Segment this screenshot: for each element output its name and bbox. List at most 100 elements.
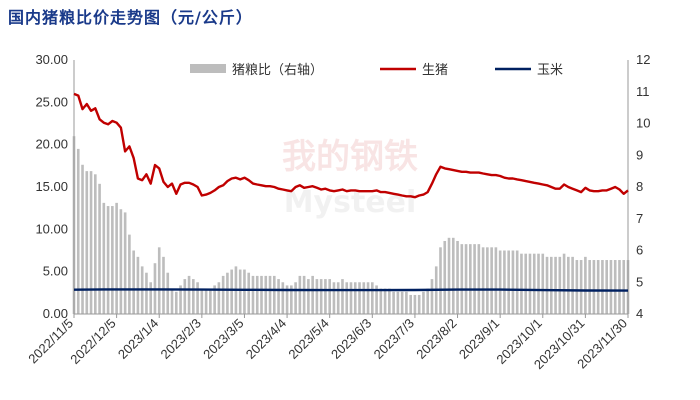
ratio-bar [157, 247, 161, 314]
ratio-bar [498, 250, 502, 314]
legend-label: 生猪 [422, 63, 448, 78]
ratio-bar [605, 260, 609, 314]
ratio-bar [379, 288, 383, 314]
left-axis-tick-label: 15.00 [35, 179, 68, 194]
ratio-bar [132, 250, 135, 314]
right-axis-tick-label: 10 [636, 116, 650, 131]
ratio-bar [353, 282, 357, 314]
ratio-bar [119, 209, 123, 314]
ratio-bar [123, 212, 127, 314]
ratio-bar [294, 282, 297, 314]
ratio-bar [213, 285, 216, 314]
ratio-bar [251, 275, 255, 314]
ratio-bar [447, 237, 451, 314]
ratio-bar [579, 260, 583, 314]
ratio-bar [196, 282, 199, 314]
ratio-bar [179, 285, 182, 314]
ratio-bar [76, 148, 80, 314]
ratio-bar [596, 260, 600, 314]
ratio-bar [584, 256, 587, 314]
x-axis-tick-label: 2023/3/5 [200, 316, 246, 362]
x-axis-tick-label: 2023/6/3 [328, 316, 374, 362]
ratio-bar [226, 272, 229, 314]
ratio-bar [370, 282, 374, 314]
ratio-bar [302, 275, 306, 314]
ratio-bar [507, 250, 510, 314]
ratio-bar [93, 174, 97, 314]
ratio-bar [618, 260, 621, 314]
ratio-bar [528, 253, 532, 314]
ratio-bar [328, 279, 332, 314]
ratio-bar [473, 244, 476, 314]
ratio-bar [571, 256, 574, 314]
legend-swatch-ratio [190, 64, 226, 73]
right-axis-tick-label: 9 [636, 147, 643, 162]
ratio-bar [81, 164, 84, 314]
ratio-bar [426, 288, 430, 314]
ratio-bar [575, 260, 579, 314]
ratio-bar [332, 282, 336, 314]
ratio-bar [230, 269, 233, 314]
ratio-bar [102, 202, 106, 314]
ratio-bar [524, 253, 528, 314]
ratio-bar [345, 282, 349, 314]
left-axis-tick-label: 25.00 [35, 94, 68, 109]
ratio-bar [166, 272, 170, 314]
ratio-bar [247, 272, 251, 314]
ratio-bar [204, 288, 208, 314]
ratio-bar [613, 260, 617, 314]
ratio-bar [545, 256, 549, 314]
ratio-bar [460, 244, 464, 314]
ratio-bar [209, 288, 212, 314]
x-axis-tick-label: 2023/1/4 [115, 316, 161, 362]
ratio-bar [541, 253, 545, 314]
ratio-bar [511, 250, 515, 314]
ratio-bar [260, 275, 263, 314]
ratio-bar [405, 291, 408, 314]
legend-label: 玉米 [537, 63, 563, 78]
ratio-bar [98, 183, 101, 314]
ratio-bar [469, 244, 472, 314]
hog-price-line [73, 92, 629, 199]
ratio-bar [400, 291, 404, 314]
ratio-bar [255, 275, 259, 314]
ratio-bar [366, 282, 370, 314]
ratio-bar [532, 253, 536, 314]
ratio-bar [170, 288, 174, 314]
ratio-bar [128, 234, 131, 314]
ratio-bar [277, 279, 280, 314]
ratio-bar [183, 279, 187, 314]
ratio-bar [341, 279, 344, 314]
ratio-bar [319, 279, 323, 314]
ratio-bar [486, 247, 489, 314]
ratio-bar [174, 291, 178, 314]
ratio-bar [549, 256, 553, 314]
ratio-bar [515, 250, 519, 314]
ratio-bar [490, 247, 493, 314]
ratio-bar [115, 202, 118, 314]
ratio-bar [396, 291, 400, 314]
ratio-bar [477, 244, 481, 314]
ratio-bar [443, 240, 447, 314]
ratio-bar [622, 260, 626, 314]
ratio-bar [520, 253, 523, 314]
ratio-bar [388, 288, 391, 314]
ratio-bar [268, 275, 272, 314]
ratio-bar [298, 275, 302, 314]
ratio-bar [217, 282, 221, 314]
right-axis-tick-label: 7 [636, 211, 643, 226]
right-axis-tick-label: 8 [636, 179, 643, 194]
ratio-bar [192, 279, 195, 314]
ratio-bar [145, 272, 148, 314]
ratio-bar [149, 282, 153, 314]
x-axis-tick-label: 2022/12/5 [67, 316, 119, 368]
ratio-bar [362, 282, 366, 314]
left-axis-tick-label: 30.00 [35, 52, 68, 67]
x-axis-tick-label: 2023/5/4 [285, 316, 331, 362]
x-axis-tick-label: 2023/7/3 [371, 316, 417, 362]
ratio-bar [349, 282, 353, 314]
series-lines [73, 92, 629, 292]
ratio-bar [315, 279, 319, 314]
ratio-bar [162, 256, 165, 314]
ratio-bar [562, 253, 566, 314]
